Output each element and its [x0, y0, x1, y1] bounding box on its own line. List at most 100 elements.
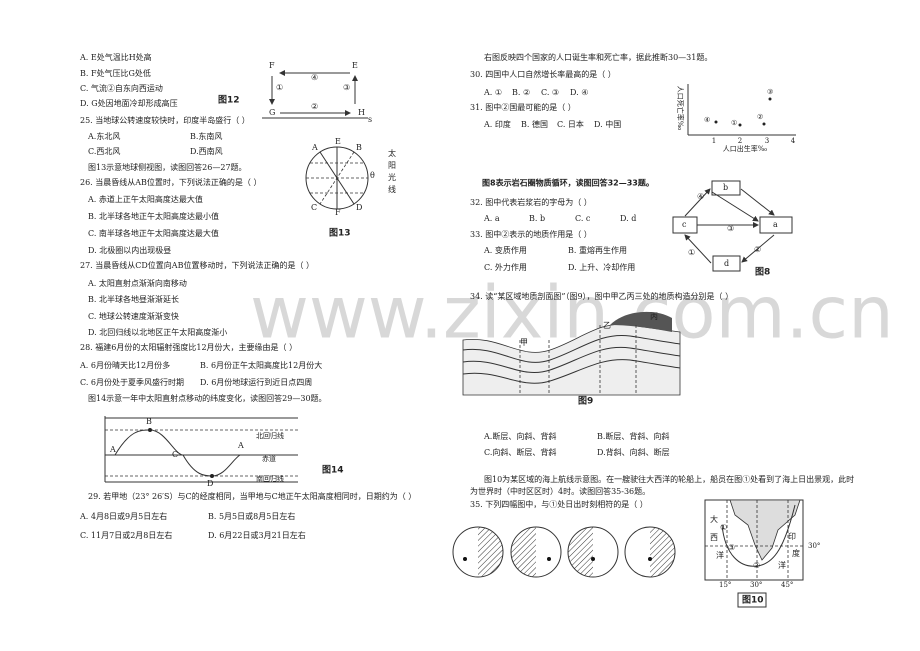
box [759, 216, 793, 234]
point-label: ③ [767, 88, 773, 96]
option: A.东北风 [87, 131, 120, 141]
arrow [684, 234, 712, 264]
option: A. 6月份晴天比12月份多 [79, 360, 170, 370]
longitude-label: 15° [719, 581, 731, 589]
question: 35. 下列四幅图中，与①处日出时刻相符的是（ ） [470, 499, 648, 509]
layer [462, 346, 681, 374]
label: s [368, 115, 372, 124]
label: C [311, 203, 317, 212]
option: A.断层、向斜、背斜 [483, 431, 556, 441]
terminator [319, 151, 355, 205]
globe [510, 526, 562, 578]
figure-10: 大 西 洋 印 度 洋 ① ② ③ 30° 15° 30° 45° 图10 [704, 499, 820, 608]
route [721, 504, 796, 567]
option: C. 11月7日或2月8日左右 [80, 530, 172, 540]
option: D.西南风 [190, 146, 223, 156]
caption: 图9 [578, 396, 593, 407]
tick: 2 [738, 137, 742, 145]
box [712, 255, 741, 272]
population-chart: 人口死亡率‰ 1 2 3 4 人口出生率‰ ④ ① ② ③ [676, 84, 796, 153]
label: 西 [710, 533, 718, 542]
y-label: 人口死亡率‰ [676, 86, 685, 131]
option: C. c [575, 214, 591, 223]
dark-layer [610, 311, 672, 332]
option: A. 印度 [483, 119, 511, 129]
point [210, 474, 214, 478]
option: A. 赤道上正午太阳高度达最大值 [87, 194, 203, 204]
question: 27. 当晨昏线从CD位置向AB位置移动时，下列说法正确的是（ ） [80, 260, 314, 270]
intro: 图14示意一年中太阳直射点移动的纬度变化，读图回答29—30题。 [88, 393, 327, 403]
question: 34. 读“某区域地质剖面图”（图9），图中甲乙丙三处的地质构造分别是（ ） [470, 291, 733, 301]
label: 度 [792, 548, 800, 558]
answer-diagrams [452, 526, 676, 578]
label: B [146, 417, 152, 426]
option: D. d [620, 214, 636, 223]
label: 洋 [716, 550, 724, 560]
option: B. ② [512, 88, 530, 97]
label: ② [753, 561, 760, 570]
caption: 图13 [329, 228, 351, 239]
option: B. 北半球各地昼渐渐延长 [88, 294, 179, 304]
option: C. 地球公转速度渐渐变快 [88, 311, 179, 321]
caption-box [737, 592, 767, 608]
arrow-label: ② [754, 245, 761, 254]
option: A. E处气温比H处高 [79, 52, 152, 62]
option: C. 6月份处于夏季风盛行时期 [80, 377, 184, 387]
option: D. 北回归线以北地区正午太阳高度渐小 [88, 327, 227, 337]
night [478, 527, 503, 577]
label: G [269, 108, 275, 117]
option: D. ④ [570, 88, 588, 97]
intro: 图8表示岩石圈物质循环，读图回答32—33题。 [482, 178, 654, 188]
intro: 为世界时（中时区区时）4时。读图回答35-36题。 [470, 486, 650, 496]
option: C.西北风 [88, 147, 120, 156]
intro: 图13示意地球侧视图，读图回答26—27题。 [88, 162, 247, 172]
globe [567, 526, 619, 578]
option: B. 5月5日或8月5日左右 [208, 511, 295, 521]
question: 26. 当晨昏线从AB位置时，下列说法正确的是（ ） [80, 177, 261, 187]
arrow [740, 188, 775, 216]
label: ① [720, 523, 727, 532]
arrow [711, 191, 759, 222]
box-label: a [773, 220, 778, 229]
caption: 图14 [322, 465, 344, 476]
label: ④ [311, 73, 318, 82]
point [768, 97, 772, 101]
sunlight: 阳 [388, 161, 396, 170]
tick: 4 [791, 137, 796, 145]
option: B. 北半球各地正午太阳高度达最小值 [88, 211, 219, 221]
intro: 右图反映四个国家的人口诞生率和死亡率，据此推断30—31题。 [484, 52, 712, 62]
label: C [172, 450, 178, 459]
point-label: ④ [704, 116, 710, 124]
label: 丙 [650, 312, 658, 321]
globe [624, 526, 676, 578]
figure-14: A B C D A 北回归线 赤道 南回归线 图14 [104, 416, 344, 488]
curve [114, 429, 241, 477]
question: 28. 福建6月份的太阳辐射强度比12月份大，主要缘由是（ ） [80, 342, 297, 352]
label: ① [276, 83, 283, 92]
label: A [109, 445, 116, 454]
label: 乙 [603, 321, 611, 330]
label: F [269, 61, 275, 70]
box-label: b [723, 183, 728, 192]
option: D.背斜、向斜、断层 [597, 447, 670, 457]
label: 大 [710, 514, 718, 524]
option: B. 德国 [521, 119, 548, 129]
label: D [356, 203, 362, 212]
figure-12: 图12 F E G H ④ ① ③ ② s [218, 61, 372, 124]
night [650, 527, 675, 577]
question: 32. 图中代表岩浆岩的字母为（ ） [470, 197, 592, 207]
label: ② [311, 102, 318, 111]
question: 30. 四国中人口自然增长率最高的是（ ） [470, 69, 616, 79]
line-label: 南回归线 [256, 474, 284, 483]
point [648, 557, 652, 561]
option: B.断层、背斜、向斜 [597, 431, 669, 441]
night [511, 527, 536, 577]
longitude-label: 45° [781, 581, 793, 589]
option: D. 北极圈以内出现极昼 [88, 245, 171, 255]
box [711, 180, 741, 196]
label: A [237, 441, 244, 450]
caption: 图10 [742, 595, 764, 606]
option: D. G处因地面冷却形成高压 [80, 98, 178, 108]
intro: 图10为某区域的海上航线示意图。在一艘驶往大西洋的轮船上，船员在图①处看到了海上… [484, 474, 854, 484]
